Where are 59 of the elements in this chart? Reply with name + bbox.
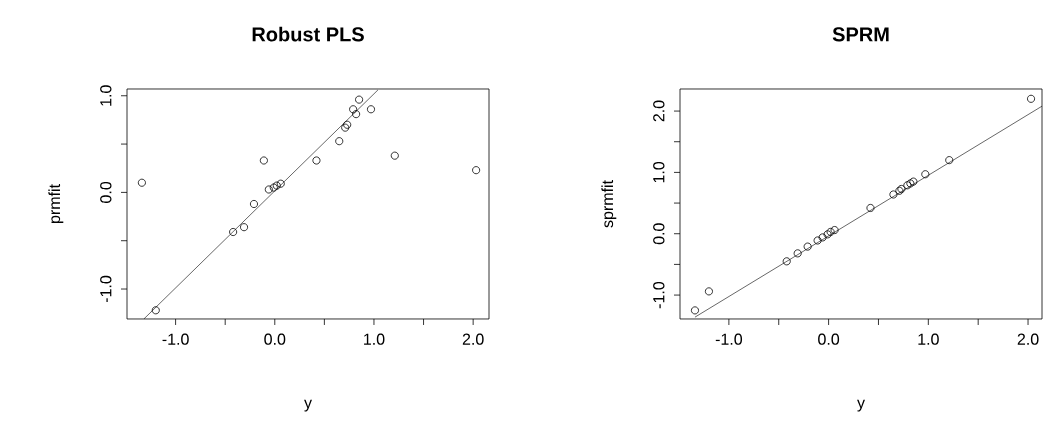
point — [830, 226, 839, 235]
point — [240, 223, 249, 232]
point — [921, 170, 930, 179]
point — [826, 227, 835, 236]
point — [390, 151, 399, 160]
y-axis-title: sprmfit — [601, 180, 617, 228]
point — [341, 123, 350, 132]
point — [276, 179, 285, 188]
y-tick-label: 1.0 — [100, 85, 112, 106]
point — [945, 156, 954, 165]
point — [272, 181, 281, 190]
point — [1027, 94, 1036, 103]
point — [352, 110, 361, 119]
point — [704, 287, 713, 296]
point — [472, 166, 481, 175]
point — [269, 183, 278, 192]
point — [259, 156, 268, 165]
x-tick-label: 1.0 — [918, 333, 939, 345]
point — [818, 233, 827, 242]
y-tick-label: -1.0 — [653, 281, 665, 309]
x-tick-label: 1.0 — [364, 333, 385, 345]
y-axis-title: prmfit — [48, 184, 64, 223]
x-tick-label: 2.0 — [462, 333, 484, 345]
x-axis-title: y — [304, 399, 312, 412]
y-tick-label: -1.0 — [100, 275, 112, 303]
point — [137, 178, 146, 187]
x-tick-label: 0.0 — [264, 333, 286, 345]
point — [264, 185, 273, 194]
chart-title: Robust PLS — [252, 26, 364, 42]
point — [906, 179, 915, 188]
point — [823, 230, 832, 239]
point — [335, 137, 344, 146]
point — [151, 306, 160, 315]
point — [889, 190, 898, 199]
x-tick-label: -1.0 — [162, 333, 189, 345]
point — [903, 181, 912, 190]
x-tick-label: -1.0 — [715, 333, 743, 345]
point — [690, 306, 699, 315]
point — [349, 105, 358, 114]
point — [355, 95, 364, 104]
point — [366, 105, 375, 114]
point — [229, 228, 238, 237]
chart-title: SPRM — [832, 27, 889, 42]
y-tick-label: 0.0 — [653, 223, 665, 245]
point — [866, 203, 875, 212]
point — [793, 249, 802, 258]
x-axis-title: y — [857, 399, 865, 412]
y-tick-label: 2.0 — [653, 100, 665, 122]
point — [909, 177, 918, 186]
point — [343, 120, 352, 129]
y-tick-label: 1.0 — [653, 161, 665, 183]
y-tick-label: 0.0 — [100, 181, 112, 203]
point — [813, 236, 822, 245]
x-tick-label: 2.0 — [1017, 333, 1039, 345]
point — [249, 199, 258, 208]
point — [803, 242, 812, 251]
point — [312, 156, 321, 165]
x-tick-label: 0.0 — [818, 333, 840, 345]
point — [782, 257, 791, 266]
